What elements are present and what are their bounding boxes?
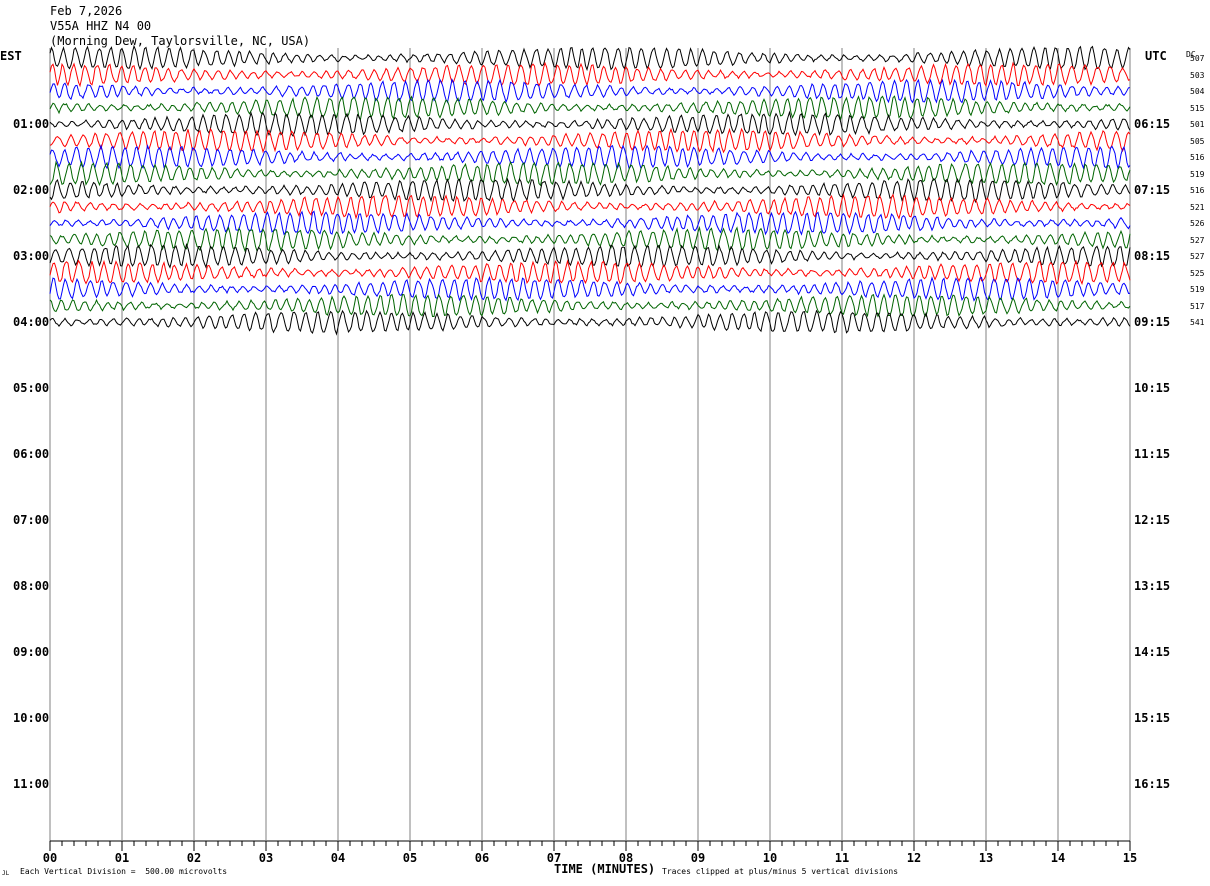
dc-offset-label: 503 xyxy=(1190,70,1205,80)
utc-hour-label: 08:15 xyxy=(1134,249,1171,263)
x-tick-label: 13 xyxy=(979,851,993,865)
trace-row xyxy=(49,78,1131,104)
est-hour-label: 11:00 xyxy=(13,777,50,791)
dc-offset-label: 527 xyxy=(1190,235,1205,245)
header-date: Feb 7,2026 xyxy=(50,4,123,18)
trace-row xyxy=(49,143,1131,171)
x-tick-label: 02 xyxy=(187,851,201,865)
est-hour-label: 03:00 xyxy=(13,249,50,263)
utc-hour-label: 13:15 xyxy=(1134,579,1171,593)
utc-hour-label: 15:15 xyxy=(1134,711,1171,725)
dc-offset-label: 501 xyxy=(1190,120,1205,129)
utc-hour-label: 10:15 xyxy=(1134,381,1171,395)
trace-row xyxy=(49,193,1131,220)
trace-row xyxy=(49,259,1131,286)
trace-row xyxy=(49,242,1131,269)
trace-row xyxy=(49,225,1131,253)
x-tick-label: 00 xyxy=(43,851,57,865)
x-tick-label: 07 xyxy=(547,851,561,865)
dc-offset-label: 505 xyxy=(1190,136,1205,146)
dc-offset-label: 527 xyxy=(1190,252,1205,261)
header-station: V55A HHZ N4 00 xyxy=(50,19,152,33)
dc-offset-label: 519 xyxy=(1190,285,1205,294)
x-tick-label: 04 xyxy=(331,851,345,865)
dc-offset-label: 515 xyxy=(1190,103,1205,113)
x-tick-label: 14 xyxy=(1051,851,1065,865)
utc-hour-label: 11:15 xyxy=(1134,447,1171,461)
header-location: (Morning Dew, Taylorsville, NC, USA) xyxy=(50,34,311,48)
x-tick-label: 08 xyxy=(619,851,633,865)
x-tick-label: 03 xyxy=(259,851,273,865)
trace-row xyxy=(49,110,1131,137)
dc-offset-label: 504 xyxy=(1190,87,1205,96)
utc-hour-label: 09:15 xyxy=(1134,315,1171,329)
dc-offset-label: 526 xyxy=(1190,219,1205,228)
dc-offset-label: 541 xyxy=(1190,318,1205,327)
trace-row xyxy=(49,95,1131,122)
utc-hour-label: 14:15 xyxy=(1134,645,1171,659)
dc-offset-label: 519 xyxy=(1190,169,1205,179)
est-hour-label: 08:00 xyxy=(13,579,50,593)
dc-offset-label: 525 xyxy=(1190,268,1205,278)
dc-offset-label: 516 xyxy=(1190,153,1205,162)
trace-row xyxy=(49,44,1131,72)
x-tick-label: 05 xyxy=(403,851,417,865)
x-tick-label: 15 xyxy=(1123,851,1137,865)
utc-hour-label: 12:15 xyxy=(1134,513,1171,527)
trace-row xyxy=(49,177,1131,204)
trace-row xyxy=(49,160,1131,187)
x-tick-label: 12 xyxy=(907,851,921,865)
dc-offset-label: 521 xyxy=(1190,202,1205,212)
x-tick-label: 09 xyxy=(691,851,705,865)
est-hour-label: 10:00 xyxy=(13,711,50,725)
x-tick-label: 11 xyxy=(835,851,849,865)
x-axis-title: TIME (MINUTES) xyxy=(554,862,656,876)
clip-note: Traces clipped at plus/minus 5 vertical … xyxy=(662,867,899,876)
x-tick-label: 06 xyxy=(475,851,489,865)
utc-hour-label: 06:15 xyxy=(1134,117,1171,131)
est-hour-label: 04:00 xyxy=(13,315,50,329)
dc-offset-label: 516 xyxy=(1190,186,1205,195)
utc-zone-label: UTC xyxy=(1145,49,1167,63)
dc-offset-label: 507 xyxy=(1190,54,1205,63)
est-hour-label: 09:00 xyxy=(13,645,50,659)
dc-offset-label: 517 xyxy=(1190,301,1205,311)
trace-row xyxy=(49,61,1131,88)
scale-note: Each Vertical Division = 500.00 microvol… xyxy=(20,867,228,876)
est-hour-label: 05:00 xyxy=(13,381,50,395)
trace-row xyxy=(49,309,1131,336)
est-hour-label: 01:00 xyxy=(13,117,50,131)
est-hour-label: 02:00 xyxy=(13,183,50,197)
x-tick-label: 10 xyxy=(763,851,777,865)
utc-hour-label: 16:15 xyxy=(1134,777,1171,791)
utc-hour-label: 07:15 xyxy=(1134,183,1171,197)
trace-row xyxy=(49,275,1131,302)
dc-header-label: DC xyxy=(1186,50,1196,59)
corner-mark: JL xyxy=(2,870,10,877)
trace-row xyxy=(49,210,1131,236)
est-hour-label: 06:00 xyxy=(13,447,50,461)
x-tick-label: 01 xyxy=(115,851,129,865)
trace-row xyxy=(49,293,1131,318)
est-zone-label: EST xyxy=(0,49,22,63)
est-hour-label: 07:00 xyxy=(13,513,50,527)
